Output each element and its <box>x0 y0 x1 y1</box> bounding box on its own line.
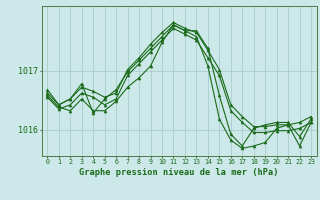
X-axis label: Graphe pression niveau de la mer (hPa): Graphe pression niveau de la mer (hPa) <box>79 168 279 177</box>
